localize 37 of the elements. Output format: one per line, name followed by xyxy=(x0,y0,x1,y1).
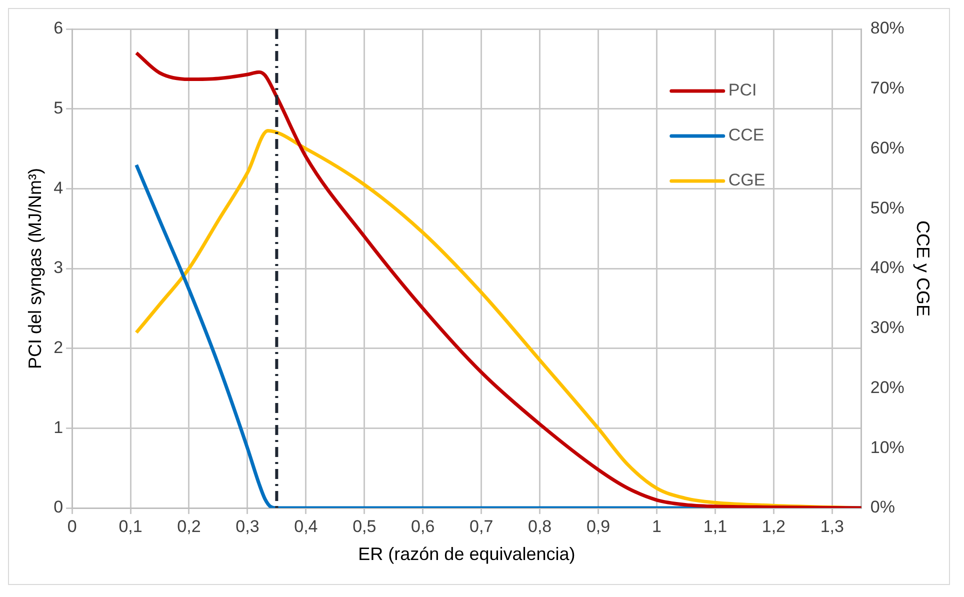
x-axis-title: ER (razón de equivalencia) xyxy=(358,544,576,564)
y-tick-label: 0 xyxy=(54,498,64,517)
x-tick-label: 0,5 xyxy=(352,516,376,536)
x-tick-label: 0,6 xyxy=(411,516,435,536)
y2-tick-label: 0% xyxy=(870,498,895,517)
y2-tick-label: 70% xyxy=(870,78,904,98)
x-tick-label: 1,1 xyxy=(703,516,728,536)
y2-tick-label: 40% xyxy=(870,258,904,278)
x-tick-label: 0,8 xyxy=(528,516,552,536)
x-tick-label: 1,2 xyxy=(762,516,786,536)
y-tick-label: 6 xyxy=(54,18,64,38)
y-tick-label: 1 xyxy=(54,418,64,437)
y2-tick-label: 20% xyxy=(870,378,904,397)
line-series xyxy=(134,51,862,508)
y2-tick-label: 30% xyxy=(870,318,904,338)
x-tick-label: 0 xyxy=(67,516,77,536)
x-tick-label: 1 xyxy=(652,516,662,536)
x-tick-label: 0,4 xyxy=(294,516,318,536)
y2-axis-title: CCE y CGE xyxy=(913,220,934,317)
y-axis-title: PCI del syngas (MJ/Nm³) xyxy=(24,168,45,370)
y-tick-label: 5 xyxy=(54,98,64,118)
legend-label: CGE xyxy=(728,170,766,190)
y2-tick-label: 60% xyxy=(870,138,904,158)
y2-tick-label: 10% xyxy=(870,438,904,457)
legend-label: PCI xyxy=(728,80,757,100)
y-tick-label: 3 xyxy=(54,258,64,278)
x-tick-label: 0,7 xyxy=(470,516,494,536)
y2-tick-label: 50% xyxy=(870,198,904,218)
x-tick-label: 0,3 xyxy=(236,516,260,536)
legend-label: CCE xyxy=(728,126,764,145)
y-tick-label: 4 xyxy=(54,178,64,198)
y-tick-label: 2 xyxy=(54,338,64,358)
y2-tick-label: 80% xyxy=(870,18,904,38)
x-tick-label: 0,9 xyxy=(586,516,610,536)
x-tick-label: 1,3 xyxy=(820,516,844,536)
x-tick-label: 0,1 xyxy=(118,516,142,536)
x-tick-label: 0,2 xyxy=(177,516,201,536)
